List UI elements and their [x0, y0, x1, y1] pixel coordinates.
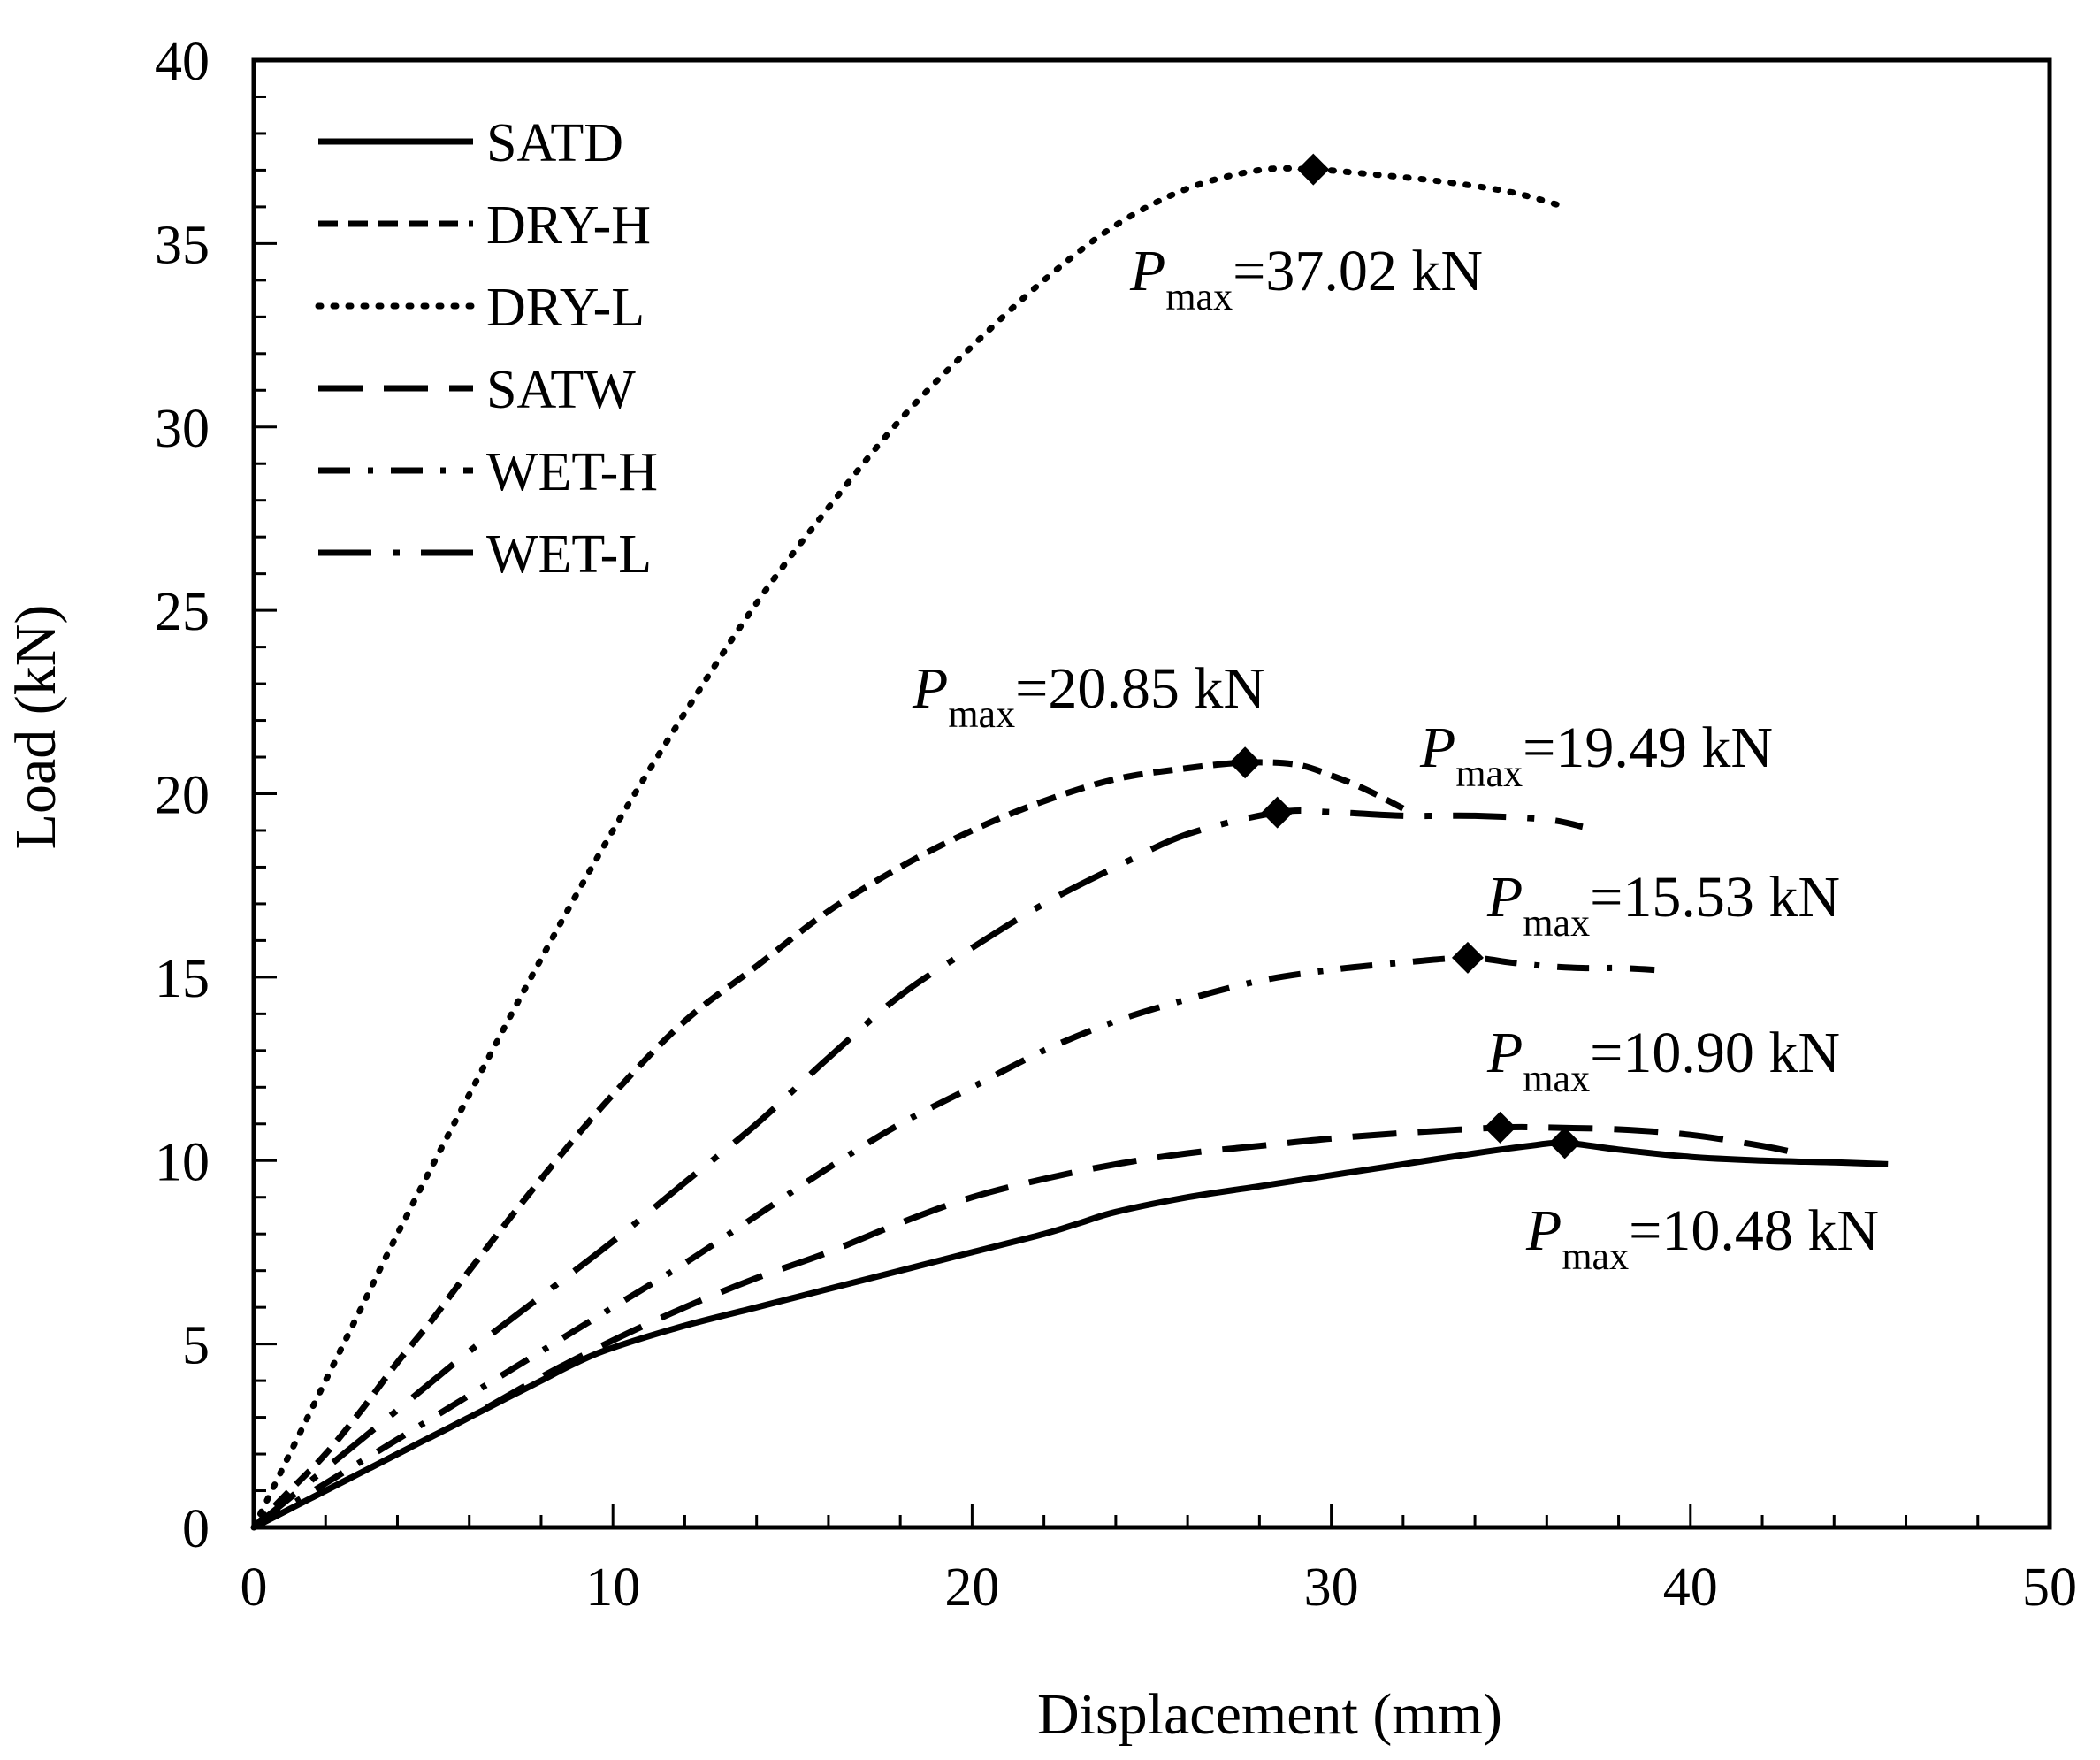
- y-tick-label: 0: [182, 1499, 210, 1559]
- annotation-p-symbol: P: [1419, 715, 1455, 780]
- x-tick-label: 40: [1663, 1557, 1718, 1618]
- annotation-p-symbol: P: [912, 656, 948, 721]
- peak-annotation-dry-h: Pmax=20.85 kN: [912, 656, 1265, 736]
- peak-annotation-dry-l: Pmax=37.02 kN: [1129, 239, 1483, 318]
- annotation-p-symbol: P: [1129, 239, 1165, 303]
- legend-label-satd: SATD: [486, 113, 623, 173]
- peak-marker-dry-l: [1297, 153, 1330, 186]
- annotation-value: =20.85 kN: [1015, 656, 1265, 721]
- y-tick-label: 25: [155, 582, 210, 642]
- annotation-p-symbol: P: [1486, 865, 1523, 930]
- y-tick-label: 30: [155, 399, 210, 459]
- annotation-subscript: max: [1523, 901, 1590, 945]
- y-axis-label: Load (kN): [4, 605, 68, 850]
- peak-annotation-satw: Pmax=10.90 kN: [1486, 1021, 1840, 1100]
- y-tick-label: 40: [155, 32, 210, 92]
- annotation-p-symbol: P: [1525, 1198, 1562, 1263]
- annotation-subscript: max: [1562, 1235, 1629, 1278]
- annotation-subscript: max: [1165, 275, 1233, 318]
- series-line-wet-h: [252, 954, 1655, 1530]
- y-tick-label: 10: [155, 1132, 210, 1192]
- x-tick-label: 30: [1304, 1557, 1359, 1618]
- legend-label-satw: SATW: [486, 360, 636, 420]
- series-line-satw: [252, 1123, 1799, 1531]
- x-tick-label: 0: [241, 1557, 268, 1618]
- peak-annotation-wet-l: Pmax=19.49 kN: [1419, 715, 1773, 795]
- peak-marker-satw: [1484, 1111, 1516, 1144]
- peak-marker-satd: [1548, 1127, 1581, 1159]
- y-tick-label: 15: [155, 949, 210, 1009]
- annotation-value: =10.48 kN: [1629, 1198, 1879, 1263]
- legend-label-wet-h: WET-H: [486, 442, 658, 502]
- peak-marker-wet-h: [1451, 941, 1484, 974]
- legend: SATD DRY-H DRY-L SATW WET-H WET-L: [315, 113, 658, 585]
- peak-marker-dry-h: [1229, 746, 1262, 779]
- peak-annotation-satd: Pmax=10.48 kN: [1525, 1198, 1879, 1278]
- annotation-subscript: max: [948, 693, 1015, 736]
- annotation-subscript: max: [1523, 1057, 1590, 1100]
- series-line-wet-l: [251, 807, 1584, 1530]
- annotation-value: =15.53 kN: [1590, 865, 1840, 930]
- annotation-value: =37.02 kN: [1233, 239, 1483, 303]
- annotation-subscript: max: [1455, 752, 1523, 795]
- x-axis-label: Displacement (mm): [1037, 1682, 1502, 1747]
- y-tick-label: 35: [155, 215, 210, 275]
- peak-annotation-wet-h: Pmax=15.53 kN: [1486, 865, 1840, 945]
- y-tick-label: 20: [155, 766, 210, 826]
- legend-label-dry-h: DRY-H: [486, 195, 651, 256]
- x-tick-label: 20: [944, 1557, 999, 1618]
- annotation-value: =10.90 kN: [1590, 1021, 1840, 1085]
- annotation-p-symbol: P: [1486, 1021, 1523, 1085]
- annotation-value: =19.49 kN: [1523, 715, 1773, 780]
- x-tick-label: 10: [585, 1557, 640, 1618]
- legend-label-wet-l: WET-L: [486, 524, 652, 585]
- peak-marker-wet-l: [1261, 796, 1294, 829]
- legend-label-dry-l: DRY-L: [486, 278, 645, 338]
- y-tick-label: 5: [182, 1316, 210, 1376]
- x-tick-label: 50: [2022, 1557, 2077, 1618]
